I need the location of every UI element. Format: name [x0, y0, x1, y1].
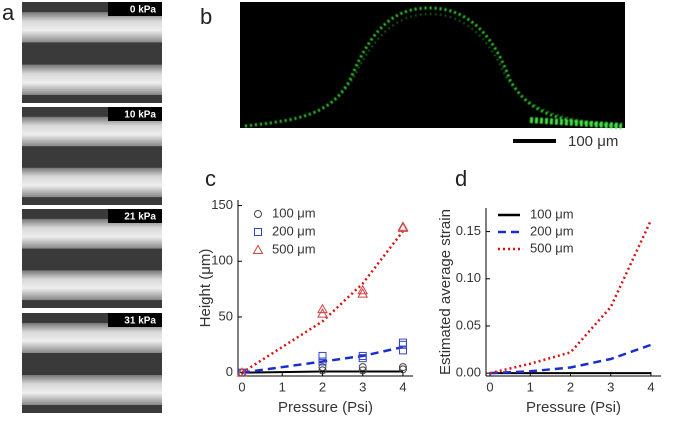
- y-tick-label: 100: [211, 253, 233, 268]
- tile-label-box: [108, 2, 162, 16]
- tile-label: 21 kPa: [124, 212, 156, 223]
- panel-label: a: [2, 0, 15, 25]
- fit-line: [242, 370, 403, 374]
- x-tick-label: 1: [279, 379, 286, 394]
- panel-label: b: [200, 4, 212, 29]
- marker: [397, 221, 409, 231]
- y-tick-label: 0.05: [456, 317, 481, 332]
- image-stack: 0 kPa 10 kPa 21 kPa 31 kPa: [22, 2, 162, 413]
- marker: [318, 366, 327, 375]
- marker: [357, 288, 369, 298]
- tile-label-box: [108, 313, 162, 327]
- marker: [397, 222, 409, 232]
- marker: [236, 367, 248, 377]
- y-tick-label: 50: [219, 308, 233, 323]
- bright-band: [22, 12, 162, 43]
- marker: [318, 351, 327, 360]
- tile-label: 10 kPa: [124, 110, 156, 121]
- y-tick-label: 0.15: [456, 223, 481, 238]
- x-tick-label: 0: [486, 379, 493, 394]
- bright-band: [22, 64, 162, 95]
- tile-label-box: [108, 209, 162, 223]
- y-axis-label: Height (μm): [197, 249, 214, 328]
- y-tick-label: 0.00: [456, 365, 481, 380]
- marker: [254, 210, 262, 218]
- panel-label: d: [455, 166, 467, 191]
- x-tick-label: 1: [527, 379, 534, 394]
- legend-label: 500 μm: [272, 241, 316, 256]
- marker: [398, 365, 407, 374]
- bright-band: [22, 323, 162, 353]
- series-line: [489, 343, 652, 375]
- bright-band: [22, 116, 162, 147]
- x-tick-label: 2: [567, 379, 574, 394]
- fit-line: [241, 345, 404, 374]
- x-tick-label: 2: [319, 379, 326, 394]
- marker: [398, 363, 407, 372]
- x-tick-label: 4: [647, 379, 654, 394]
- y-tick-label: 150: [211, 197, 233, 212]
- legend-label: 200 μm: [530, 223, 574, 238]
- bright-band: [22, 375, 162, 405]
- marker: [358, 351, 367, 360]
- legend-label: 500 μm: [530, 240, 574, 255]
- confocal-image: [240, 2, 625, 129]
- marker: [357, 284, 369, 295]
- scale-bar-label: 100 μm: [568, 133, 618, 150]
- series-line: [489, 219, 653, 375]
- panel-label: c: [205, 166, 216, 191]
- fit-line: [241, 230, 404, 374]
- tile-label: 31 kPa: [124, 316, 156, 327]
- x-tick-label: 3: [359, 379, 366, 394]
- marker: [318, 363, 327, 372]
- marker: [318, 357, 327, 366]
- marker: [398, 346, 407, 355]
- marker: [358, 363, 367, 372]
- x-axis-label: Pressure (Psi): [526, 399, 621, 416]
- x-tick-label: 4: [399, 379, 406, 394]
- y-tick-label: 0: [226, 364, 233, 379]
- legend-label: 100 μm: [530, 206, 574, 221]
- marker: [252, 244, 264, 254]
- bright-band: [22, 167, 162, 198]
- bright-band: [22, 218, 162, 249]
- legend-label: 200 μm: [272, 223, 316, 238]
- x-tick-label: 3: [607, 379, 614, 394]
- x-tick-label: 0: [238, 379, 245, 394]
- marker: [317, 303, 328, 314]
- bright-band: [22, 270, 162, 301]
- legend-label: 100 μm: [272, 205, 316, 220]
- tile-label-box: [108, 107, 162, 121]
- tile-label: 0 kPa: [130, 5, 157, 16]
- marker: [358, 366, 367, 375]
- x-axis-label: Pressure (Psi): [278, 399, 373, 416]
- y-axis-label: Estimated average strain: [437, 209, 454, 375]
- marker: [398, 338, 407, 347]
- y-tick-label: 0.10: [456, 270, 481, 285]
- marker: [254, 228, 262, 236]
